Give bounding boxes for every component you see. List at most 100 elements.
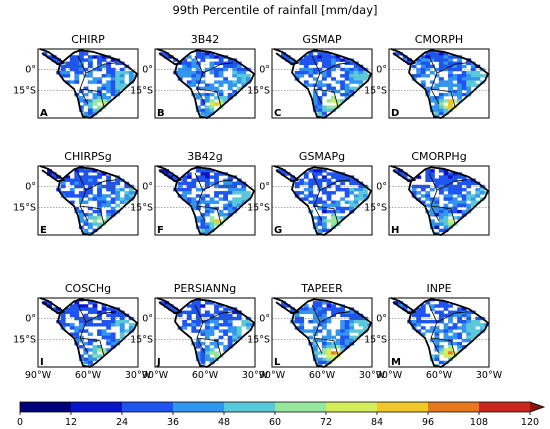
rainfall-cell: [317, 313, 323, 318]
rainfall-cell: [452, 332, 458, 336]
rainfall-cell: [97, 67, 102, 72]
rainfall-cell: [241, 191, 247, 195]
rainfall-cell: [209, 313, 215, 318]
rainfall-cell: [88, 175, 93, 179]
rainfall-cell: [218, 83, 224, 87]
rainfall-cell: [340, 86, 346, 91]
rainfall-cell: [97, 348, 102, 352]
rainfall-cell: [218, 304, 224, 308]
rainfall-cell: [461, 92, 467, 97]
rainfall-cell: [317, 316, 323, 321]
rainfall-cell: [218, 209, 224, 214]
rainfall-cell: [209, 181, 215, 186]
rainfall-cell: [322, 323, 327, 327]
rainfall-cell: [88, 99, 93, 103]
rainfall-cell: [83, 222, 89, 226]
rainfall-cell: [83, 92, 89, 97]
rainfall-cell: [115, 70, 121, 75]
rainfall-cell: [69, 326, 75, 330]
y-tick-label: 0°: [259, 182, 270, 193]
rainfall-cell: [65, 175, 71, 179]
rainfall-cell: [74, 326, 80, 330]
rainfall-cell: [101, 200, 107, 204]
rainfall-cell: [317, 83, 323, 87]
rainfall-cell: [303, 310, 309, 314]
rainfall-cell: [322, 52, 327, 56]
rainfall-cell: [452, 92, 458, 97]
rainfall-cell: [434, 341, 440, 346]
rainfall-cell: [308, 74, 314, 78]
rainfall-cell: [344, 83, 350, 87]
rainfall-cell: [461, 345, 467, 349]
rainfall-cell: [74, 307, 80, 311]
colorbar-tick-label: 0: [17, 417, 23, 428]
rainfall-cell: [200, 200, 206, 204]
rainfall-cell: [195, 354, 201, 358]
rainfall-cell: [209, 301, 215, 305]
rainfall-cell: [434, 67, 440, 72]
rainfall-cell: [83, 200, 89, 204]
rainfall-cell: [218, 329, 224, 333]
rainfall-cell: [294, 181, 300, 186]
rainfall-cell: [106, 216, 112, 220]
rainfall-cell: [218, 89, 224, 94]
rainfall-cell: [475, 200, 481, 204]
rainfall-cell: [448, 77, 453, 81]
rainfall-cell: [411, 191, 417, 195]
rainfall-cell: [236, 70, 242, 75]
rainfall-cell: [340, 332, 346, 336]
rainfall-cell: [326, 74, 332, 78]
rainfall-cell: [78, 70, 84, 75]
rainfall-cell: [209, 67, 215, 72]
panel-frame: [37, 165, 139, 236]
rainfall-cell: [205, 108, 210, 113]
rainfall-cell: [78, 96, 84, 100]
rainfall-cell: [110, 89, 116, 94]
rainfall-cell: [115, 203, 121, 208]
rainfall-cell: [312, 175, 318, 179]
rainfall-cell: [452, 197, 458, 201]
rainfall-cell: [420, 313, 426, 318]
rainfall-cell: [294, 319, 300, 324]
rainfall-cell: [312, 348, 318, 352]
rainfall-cell: [322, 228, 327, 233]
rainfall-cell: [466, 70, 472, 75]
coastline: [291, 49, 372, 119]
rainfall-cell: [218, 335, 224, 340]
rainfall-cell: [88, 64, 93, 69]
country-borders: [77, 55, 117, 108]
x-tick-label: 30°W: [125, 370, 152, 381]
rainfall-cell: [326, 357, 332, 362]
rainfall-cell: [331, 77, 336, 81]
rainfall-cell: [115, 74, 121, 78]
rainfall-cell: [466, 338, 472, 343]
rainfall-cell: [74, 77, 80, 81]
rainfall-cell: [475, 323, 481, 327]
rainfall-cell: [475, 329, 481, 333]
rainfall-cell: [443, 105, 449, 109]
rainfall-cell: [88, 338, 93, 343]
rainfall-cell: [205, 96, 210, 100]
rainfall-cell: [101, 194, 107, 198]
rainfall-cell: [209, 169, 215, 173]
rainfall-cell: [205, 52, 210, 56]
rainfall-cell: [74, 301, 80, 305]
rainfall-cell: [434, 332, 440, 336]
rainfall-cell: [452, 206, 458, 211]
rainfall-cell: [466, 184, 472, 189]
rainfall-cell: [452, 61, 458, 65]
rainfall-cell: [182, 70, 188, 75]
rainfall-cell: [452, 341, 458, 346]
rainfall-cell: [344, 77, 350, 81]
rainfall-cell: [358, 77, 364, 81]
rainfall-cell: [358, 332, 364, 336]
coastline: [408, 298, 489, 368]
rainfall-cell: [214, 345, 219, 349]
rainfall-cell: [457, 216, 463, 220]
rainfall-cell: [443, 348, 449, 352]
rainfall-cell: [223, 348, 229, 352]
rainfall-cell: [97, 92, 102, 97]
